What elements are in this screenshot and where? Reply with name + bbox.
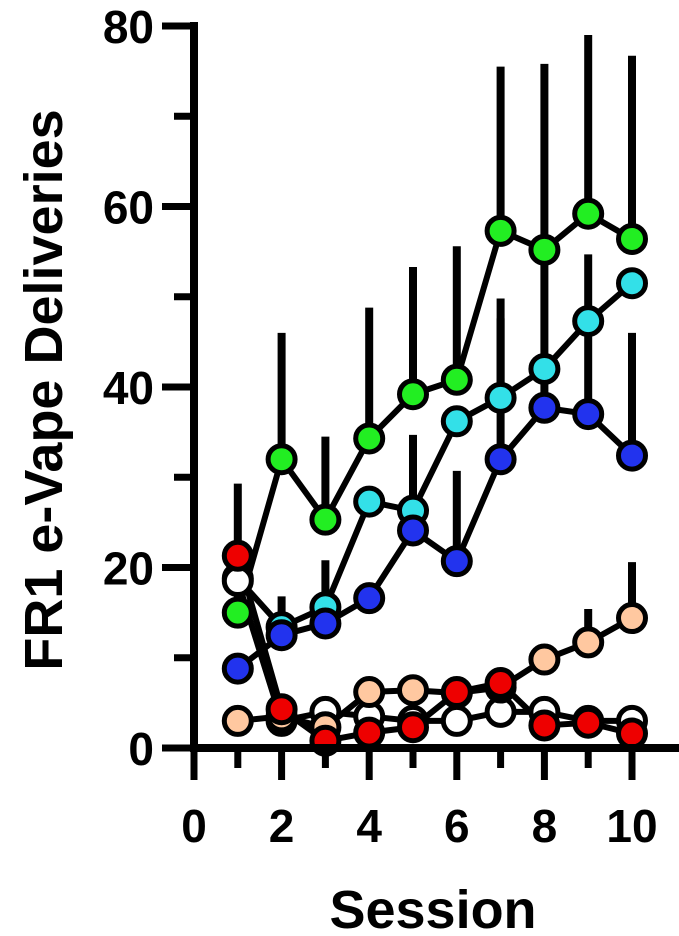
tick-labels: 0 20 40 60 80 0 2 4 6 8 10 (103, 1, 658, 852)
data-point (353, 676, 386, 709)
data-point (572, 197, 605, 230)
data-point (397, 674, 429, 707)
data-point (440, 676, 473, 709)
data-point (616, 222, 648, 255)
data-point (572, 706, 605, 739)
data-point (616, 267, 648, 300)
data-point (353, 582, 386, 615)
data-point (528, 643, 561, 676)
data-point (221, 704, 254, 737)
data-point (221, 652, 254, 685)
data-point (484, 214, 517, 247)
data-point (353, 485, 386, 518)
data-point (616, 717, 648, 750)
data-point (572, 626, 605, 659)
series-line (234, 210, 634, 614)
data-point (265, 443, 298, 476)
y-tick-label: 0 (128, 723, 154, 775)
x-tick-label: 4 (356, 800, 382, 852)
series-line (234, 580, 632, 724)
axes (162, 22, 679, 780)
data-point (528, 352, 561, 385)
data-point (440, 704, 473, 737)
data-point (353, 422, 386, 455)
data-point (616, 439, 648, 472)
data-point (572, 398, 605, 431)
data-point (440, 405, 473, 438)
data-point (572, 305, 605, 338)
data-point (353, 716, 386, 749)
data-point (397, 711, 429, 744)
data-point (440, 363, 473, 396)
data-point (528, 709, 561, 742)
data-point (265, 693, 298, 726)
data-points (221, 197, 648, 757)
data-point (265, 619, 298, 652)
data-point (616, 602, 648, 635)
data-point (440, 545, 473, 578)
series-lines (234, 210, 635, 744)
x-tick-label: 6 (444, 800, 470, 852)
data-point (397, 378, 429, 411)
data-point (528, 233, 561, 266)
x-tick-label: 8 (532, 800, 558, 852)
data-point (309, 503, 342, 536)
y-tick-label: 80 (103, 1, 154, 53)
x-tick-label: 10 (606, 800, 657, 852)
y-axis-title: FR1 e-Vape Deliveries (14, 109, 74, 670)
data-point (221, 539, 254, 572)
data-point (484, 667, 517, 700)
x-tick-label: 2 (269, 800, 295, 852)
data-point (528, 391, 561, 424)
data-point (397, 514, 429, 547)
data-point (221, 596, 254, 629)
data-point (484, 381, 517, 414)
series-line (234, 554, 633, 744)
data-point (484, 443, 517, 476)
series-line (235, 280, 634, 631)
x-tick-label: 0 (181, 800, 207, 852)
y-tick-label: 20 (103, 543, 154, 595)
y-tick-label: 60 (103, 182, 154, 234)
y-tick-label: 40 (103, 362, 154, 414)
series-line (235, 404, 635, 671)
data-point (309, 607, 342, 640)
x-axis-title: Session (329, 880, 536, 936)
